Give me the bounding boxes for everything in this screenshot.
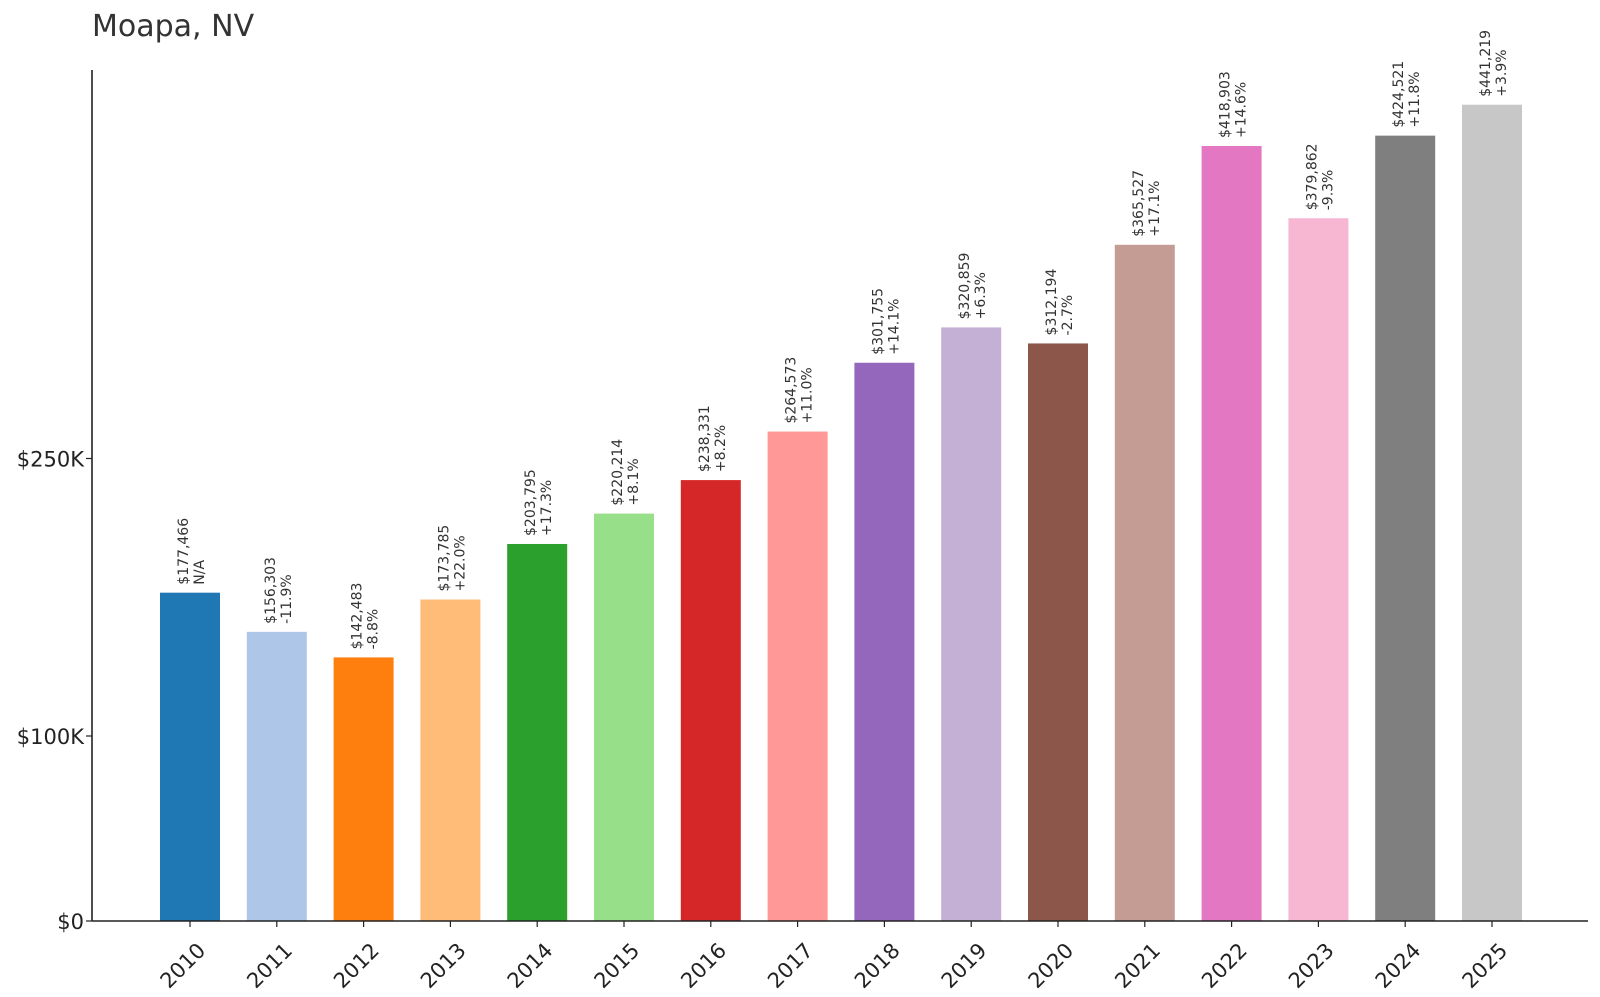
value-label-2018: $301,755 bbox=[870, 288, 886, 355]
y-tick-label: $0 bbox=[57, 910, 84, 934]
value-label-2010: $177,466 bbox=[176, 518, 192, 585]
change-label-2014: +17.3% bbox=[539, 480, 555, 536]
bar-2011 bbox=[246, 631, 307, 921]
y-axis: $0 $100K $250K bbox=[17, 70, 93, 934]
change-label-2020: -2.7% bbox=[1060, 295, 1076, 336]
bar-2019 bbox=[941, 327, 1002, 921]
bar-2020 bbox=[1028, 343, 1088, 921]
bar-labels-group: $177,466 N/A $156,303 -11.9% $142,483 -8.8% $1… bbox=[176, 30, 1510, 649]
value-label-2016: $238,331 bbox=[697, 405, 713, 472]
y-tick-label: $250K bbox=[17, 448, 85, 472]
change-label-2012: -8.8% bbox=[366, 609, 382, 650]
bar-2022 bbox=[1201, 146, 1262, 922]
bars-group bbox=[160, 104, 1522, 922]
value-label-2025: $441,219 bbox=[1478, 30, 1494, 97]
bar-2021 bbox=[1114, 244, 1175, 922]
change-label-2018: +14.1% bbox=[886, 299, 902, 355]
value-label-2022: $418,903 bbox=[1218, 71, 1234, 138]
change-label-2019: +6.3% bbox=[973, 272, 989, 319]
change-label-2015: +8.1% bbox=[626, 458, 642, 505]
change-label-2022: +14.6% bbox=[1234, 82, 1250, 138]
change-label-2017: +11.0% bbox=[800, 367, 816, 423]
value-label-2021: $365,527 bbox=[1131, 170, 1147, 237]
value-label-2013: $173,785 bbox=[436, 525, 452, 592]
value-label-2024: $424,521 bbox=[1391, 61, 1407, 128]
bar-2024 bbox=[1375, 135, 1436, 921]
bar-2023 bbox=[1288, 218, 1349, 921]
change-label-2016: +8.2% bbox=[713, 425, 729, 472]
x-tick-label-2018: 2018 bbox=[850, 938, 905, 993]
bar-2017 bbox=[767, 431, 828, 921]
x-tick-label-2016: 2016 bbox=[676, 938, 731, 993]
x-tick-label-2025: 2025 bbox=[1458, 938, 1513, 993]
value-label-2015: $220,214 bbox=[610, 439, 626, 506]
bar-2014 bbox=[507, 543, 568, 921]
change-label-2025: +3.9% bbox=[1494, 49, 1510, 96]
x-tick-label-2022: 2022 bbox=[1197, 938, 1252, 993]
x-tick-label-2019: 2019 bbox=[937, 938, 992, 993]
bar-2012 bbox=[333, 657, 394, 921]
value-label-2012: $142,483 bbox=[350, 583, 366, 650]
y-tick-label: $100K bbox=[17, 725, 85, 749]
bar-2025 bbox=[1462, 104, 1522, 921]
value-label-2020: $312,194 bbox=[1044, 269, 1060, 336]
x-tick-label-2020: 2020 bbox=[1024, 938, 1079, 993]
change-label-2011: -11.9% bbox=[279, 574, 295, 624]
bar-2015 bbox=[594, 513, 654, 921]
change-label-2010: N/A bbox=[192, 559, 208, 584]
bar-2013 bbox=[420, 599, 481, 921]
bar-2010 bbox=[160, 592, 220, 921]
x-tick-label-2017: 2017 bbox=[763, 938, 818, 993]
value-label-2011: $156,303 bbox=[263, 557, 279, 624]
value-label-2019: $320,859 bbox=[957, 253, 973, 320]
change-label-2013: +22.0% bbox=[452, 535, 468, 591]
bar-2016 bbox=[680, 480, 741, 921]
x-tick-label-2023: 2023 bbox=[1284, 938, 1339, 993]
change-label-2021: +17.1% bbox=[1147, 181, 1163, 237]
x-axis: 2010 2011 2012 2013 2014 2015 2016 2017 2018 2019… bbox=[92, 920, 1588, 993]
chart-title: Moapa, NV bbox=[92, 9, 255, 44]
change-label-2023: -9.3% bbox=[1320, 170, 1336, 211]
bar-2018 bbox=[854, 362, 915, 921]
value-label-2014: $203,795 bbox=[523, 469, 539, 536]
x-tick-label-2011: 2011 bbox=[242, 938, 297, 993]
x-tick-label-2014: 2014 bbox=[503, 938, 558, 993]
x-tick-label-2021: 2021 bbox=[1110, 938, 1165, 993]
change-label-2024: +11.8% bbox=[1407, 71, 1423, 127]
x-tick-label-2024: 2024 bbox=[1371, 938, 1426, 993]
value-label-2023: $379,862 bbox=[1304, 143, 1320, 210]
value-label-2017: $264,573 bbox=[784, 357, 800, 424]
x-tick-label-2013: 2013 bbox=[416, 938, 471, 993]
x-tick-label-2010: 2010 bbox=[156, 938, 211, 993]
x-tick-label-2015: 2015 bbox=[590, 938, 645, 993]
x-tick-label-2012: 2012 bbox=[329, 938, 384, 993]
